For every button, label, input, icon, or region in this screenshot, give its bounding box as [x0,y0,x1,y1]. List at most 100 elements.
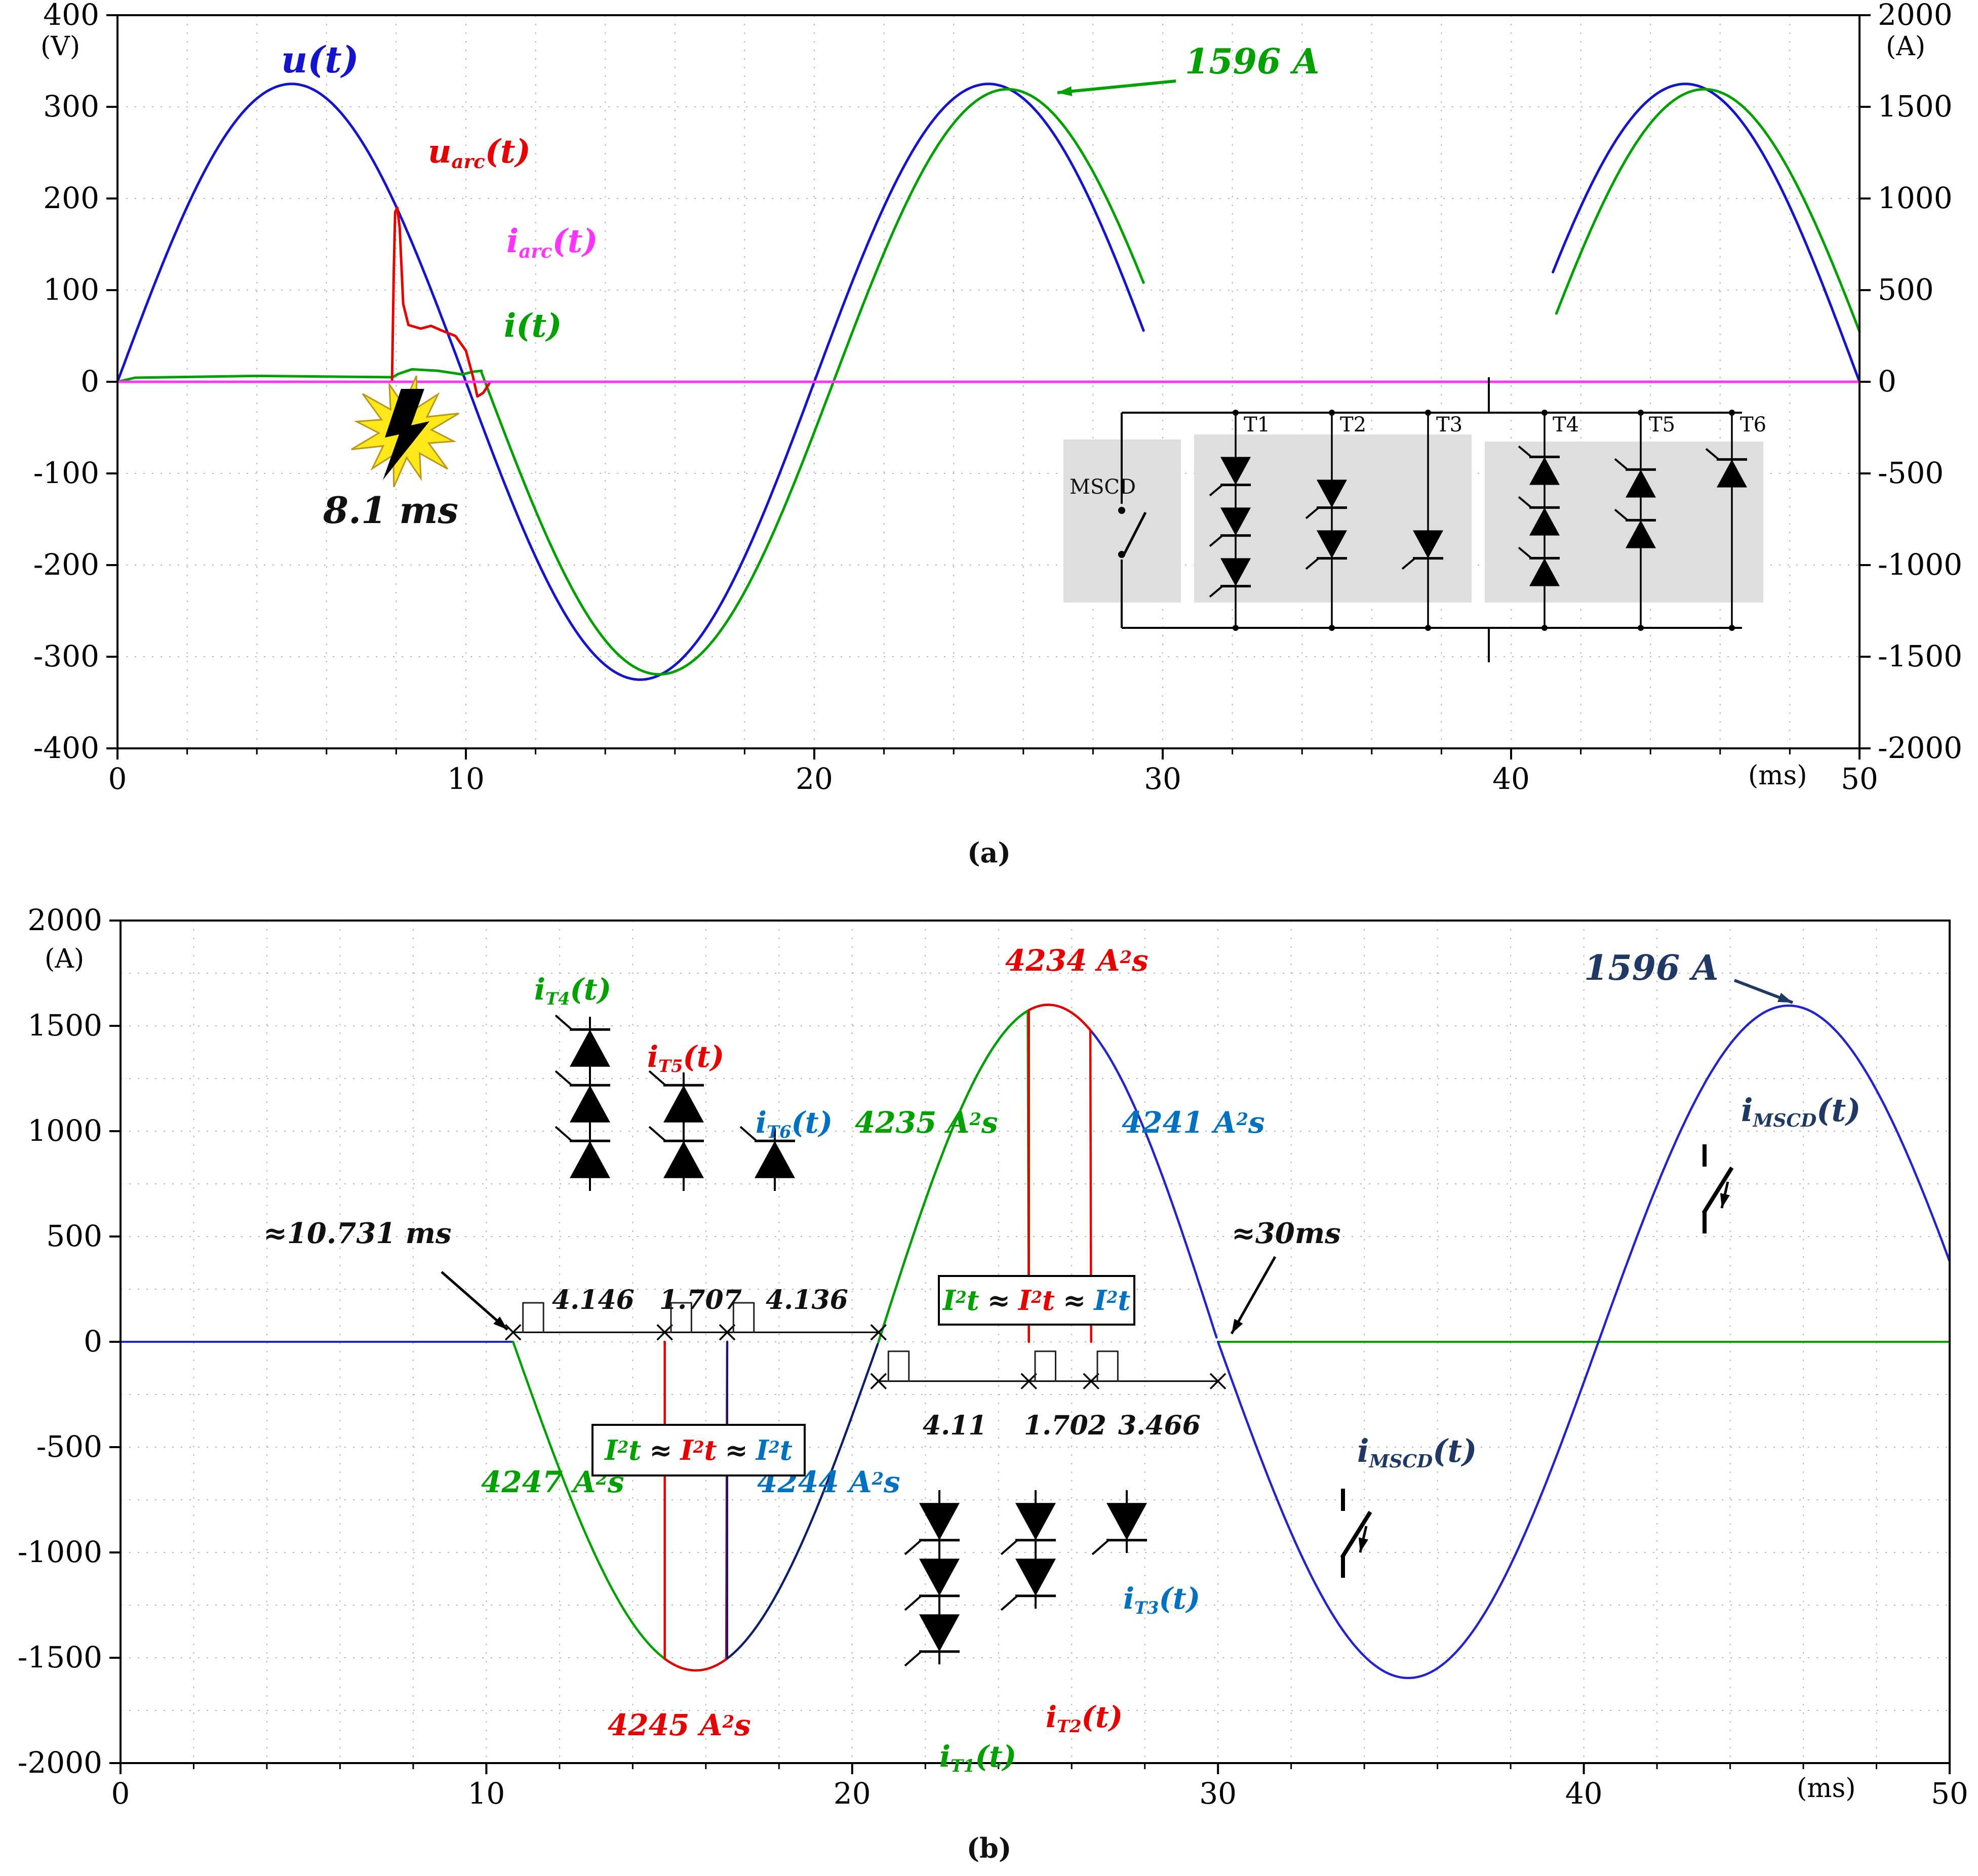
label-it4-sub: T4 [545,988,570,1009]
i2t-term-red: I2t [680,1434,717,1466]
label-iarc-rest: (t) [552,222,598,260]
label-uarc: uarc(t) [428,133,531,171]
annotation-arrow [1230,1256,1277,1335]
arrow-head [1057,86,1073,96]
label-imscd-base: i [1357,1432,1369,1469]
y-tick-label: -500 [1878,456,1944,490]
chart-a-container: 0 10 20 30 40 50 400 300 200 100 0 -100 -200 -300 -400… [0,0,1978,881]
label-it2-rest: (t) [1081,1700,1123,1734]
label-it3: iT3(t) [1123,1581,1201,1616]
y-tick-label: -2000 [1878,731,1962,765]
i2t-sup: 2 [693,1438,704,1457]
i2t-sup: 2 [1031,1288,1043,1307]
y-tick-label: 1000 [27,1113,102,1148]
inset-t-label: T4 [1553,413,1579,436]
label-it5-sub: T5 [658,1056,683,1076]
y-tick-label: -1000 [1878,547,1962,582]
i2t-sup: 2 [955,1288,967,1307]
y-tick-label: -500 [36,1429,102,1464]
y-tick-label: 200 [43,181,99,215]
i2t-term-green: I2t [605,1434,641,1466]
thyristor-gate [1614,458,1629,470]
x-tick-label: 50 [1841,762,1878,796]
unit-s: s [734,1708,751,1742]
i2t-sup: 2 [617,1438,629,1457]
thyristor-icon [1015,1559,1056,1596]
unit-a: A [1087,943,1120,978]
inset-t-label: T5 [1649,413,1675,436]
label-i: i(t) [504,310,562,342]
label-it1-sub: T1 [951,1755,975,1776]
axis-label-ms-b: (ms) [1797,1773,1856,1804]
x-tick-label: 20 [834,1776,871,1811]
unit-sup: 2 [1120,946,1132,967]
unit-s: s [1132,943,1149,978]
label-it4-base: i [534,972,546,1007]
y-tick-label: 2000 [27,903,102,937]
label-it1-rest: (t) [975,1739,1017,1774]
label-interval-neg-3: 4.136 [766,1285,848,1315]
inset-contact-dot [1118,551,1125,558]
i2t-t6-value: 4241 [1122,1105,1204,1140]
y-tick-label: -100 [33,456,99,490]
y-tick-label: -2000 [18,1745,102,1780]
x-tick-label: 20 [796,762,833,796]
label-imscd-upper: iMSCD(t) [1741,1095,1861,1130]
label-imscd-lower: iMSCD(t) [1357,1432,1477,1470]
series-uarc [116,206,1861,398]
i2t-t5-value: 4234 [1005,943,1087,978]
annotation-arrow [1057,79,1176,94]
i2t-base: I [1018,1284,1032,1316]
series-u [1552,83,1861,383]
dimension-x-mark [870,1373,887,1390]
thyristor-icon [663,1085,704,1123]
label-it6-base: i [756,1105,767,1140]
i2t-rest: t [1118,1284,1131,1316]
thyristor-gate [555,1014,573,1030]
label-uarc-rest: (t) [485,133,531,171]
approx-sign: ≈ [987,1284,1010,1316]
inset-group2-box [1485,442,1763,603]
thyristor-icon [1220,507,1251,536]
inset-node-dot [1329,410,1335,416]
x-tick-label: 40 [1565,1776,1603,1811]
gate-pulse [732,1302,755,1333]
inset-node-dot [1425,410,1431,416]
label-iarc-base: i [506,222,519,260]
i2t-equality-box-neg: I2t ≈ I2t ≈ I2t [591,1424,806,1476]
i2t-term-green: I2t [943,1284,979,1316]
inset-node-dot [1729,410,1735,416]
axis-label-ms: (ms) [1748,761,1807,791]
thyristor-icon [1106,1503,1147,1540]
y-tick-label: 0 [1878,364,1896,398]
label-peak-1596-b: 1596 A [1584,948,1719,988]
thyristor-gate [1518,496,1532,508]
unit-a: A [563,1465,596,1499]
x-tick-label: 0 [111,1776,130,1811]
thyristor-icon [1413,530,1443,558]
thyristor-gate [1518,445,1532,458]
x-tick-label: 10 [467,1776,505,1811]
label-it6-sub: T6 [767,1122,792,1142]
inset-switch-blade [1122,511,1147,557]
thyristor-gate [555,1070,573,1086]
inset-node-dot [1729,625,1735,631]
y-tick-label: 100 [43,272,99,307]
thyristor-gate [1305,557,1320,570]
arrow-head [1232,1319,1243,1334]
thyristor-icon [663,1141,704,1178]
label-interval-neg-2: 1.707 [659,1285,742,1315]
approx-sign: ≈ [725,1434,748,1466]
unit-sup: 2 [872,1468,884,1489]
thyristor-gate [1209,484,1223,497]
label-u-rest: (t) [307,38,359,81]
thyristor-icon [1529,457,1560,485]
i2t-rest: t [966,1284,979,1316]
gate-pulse [670,1302,692,1333]
unit-sup: 2 [1236,1108,1249,1129]
label-it3-rest: (t) [1159,1581,1201,1616]
thyristor-gate [1705,448,1720,460]
thyristor-icon [570,1141,610,1178]
label-imscd-sub: MSCD [1369,1450,1433,1472]
